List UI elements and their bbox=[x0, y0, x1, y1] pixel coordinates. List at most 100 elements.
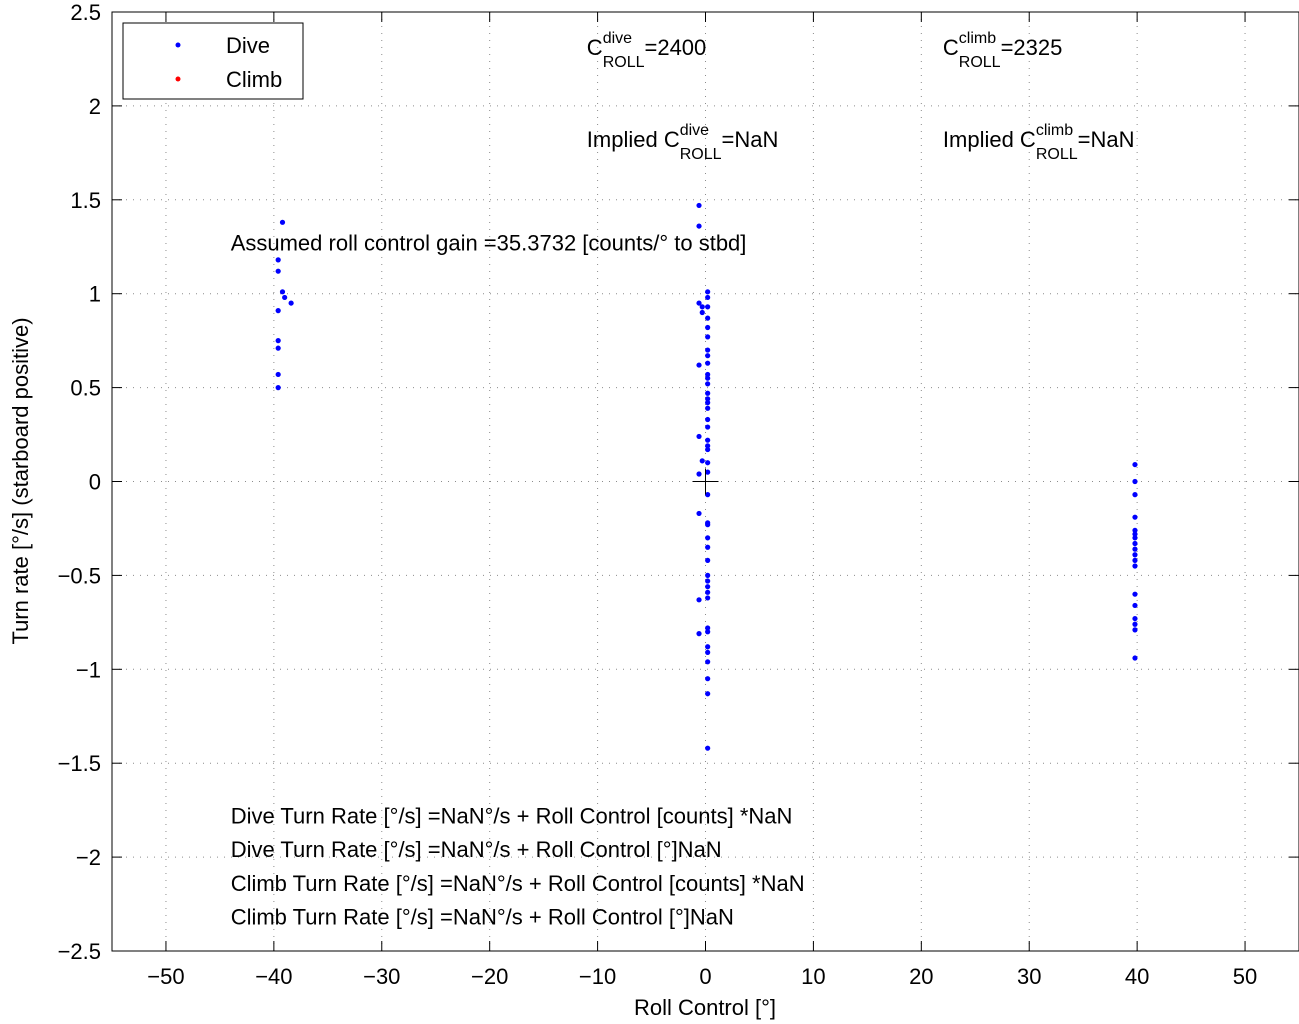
data-point-dive bbox=[705, 400, 711, 406]
data-point-dive bbox=[705, 304, 711, 310]
data-point-dive bbox=[705, 584, 711, 590]
data-point-dive bbox=[1132, 655, 1138, 661]
data-point-dive bbox=[1132, 563, 1138, 569]
implied-climb-value: =NaN bbox=[1078, 127, 1135, 152]
x-tick-labels: −50 −40 −30 −20 −10 0 10 20 30 40 50 bbox=[147, 964, 1257, 989]
data-point-dive bbox=[705, 644, 711, 650]
implied-c-roll-dive-annotation: Implied Cdive ROLL=NaN bbox=[587, 122, 779, 163]
data-point-dive bbox=[1132, 557, 1138, 563]
data-point-dive bbox=[705, 360, 711, 366]
formula-climb-degrees: Climb Turn Rate [°/s] =NaN°/s + Roll Con… bbox=[231, 905, 734, 930]
data-point-dive bbox=[705, 469, 711, 475]
implied-climb-prefix: Implied C bbox=[943, 127, 1036, 152]
data-point-dive bbox=[696, 362, 702, 368]
data-point-dive bbox=[1132, 621, 1138, 627]
data-point-dive bbox=[1132, 492, 1138, 498]
data-point-dive bbox=[705, 390, 711, 396]
formula-dive-degrees: Dive Turn Rate [°/s] =NaN°/s + Roll Cont… bbox=[231, 837, 722, 862]
data-point-dive bbox=[705, 595, 711, 601]
data-point-dive bbox=[1132, 514, 1138, 520]
data-point-dive bbox=[705, 437, 711, 443]
implied-dive-prefix: Implied C bbox=[587, 127, 680, 152]
crosshair-marker bbox=[692, 468, 719, 495]
data-point-dive bbox=[1132, 591, 1138, 597]
data-point-dive bbox=[705, 625, 711, 631]
y-tick-labels: 2.5 2 1.5 1 0.5 0 −0.5 −1 −1.5 −2 −2.5 bbox=[58, 0, 101, 964]
data-point-dive bbox=[705, 492, 711, 498]
data-point-dive bbox=[696, 223, 702, 229]
x-tick-label: −50 bbox=[147, 964, 184, 989]
x-tick-label: −10 bbox=[579, 964, 616, 989]
data-point-dive bbox=[1132, 531, 1138, 537]
data-point-dive bbox=[279, 219, 286, 225]
x-tick-label: 30 bbox=[1017, 964, 1041, 989]
data-point-dive bbox=[705, 629, 711, 635]
implied-dive-value: =NaN bbox=[722, 127, 779, 152]
x-tick-label: −30 bbox=[363, 964, 400, 989]
data-point-dive bbox=[696, 597, 702, 603]
axis-ticks bbox=[112, 11, 1299, 952]
c-roll-climb-sup: climb bbox=[959, 30, 996, 47]
data-point-dive bbox=[275, 338, 281, 344]
data-point-dive bbox=[705, 572, 711, 579]
data-point-dive bbox=[275, 257, 281, 263]
x-tick-label: 0 bbox=[699, 964, 711, 989]
data-point-dive bbox=[699, 309, 705, 316]
y-tick-label: −1.5 bbox=[58, 751, 101, 776]
data-point-dive bbox=[705, 381, 711, 387]
data-point-dive bbox=[705, 405, 711, 411]
data-point-dive bbox=[699, 458, 705, 464]
data-point-dive bbox=[705, 416, 711, 423]
x-tick-label: 10 bbox=[801, 964, 825, 989]
data-point-dive bbox=[696, 510, 702, 517]
implied-dive-sub: ROLL bbox=[680, 146, 722, 163]
data-point-dive bbox=[288, 300, 294, 306]
legend-label-climb: Climb bbox=[226, 67, 282, 92]
data-point-dive bbox=[1132, 535, 1138, 541]
data-point-dive bbox=[1132, 478, 1138, 485]
data-point-dive bbox=[1132, 627, 1138, 633]
c-roll-climb-value: =2325 bbox=[1001, 35, 1063, 60]
data-point-dive bbox=[705, 353, 711, 359]
y-tick-label: 1 bbox=[89, 282, 101, 307]
formula-dive-counts: Dive Turn Rate [°/s] =NaN°/s + Roll Cont… bbox=[231, 803, 793, 828]
data-point-dive bbox=[705, 460, 711, 466]
data-point-dive bbox=[1132, 461, 1138, 468]
data-point-dive bbox=[705, 396, 711, 402]
data-point-dive bbox=[1132, 602, 1138, 609]
data-point-dive bbox=[1132, 615, 1138, 622]
data-point-dive bbox=[1132, 540, 1138, 547]
data-point-dive bbox=[1132, 527, 1138, 533]
data-point-dive bbox=[705, 544, 711, 550]
data-point-dive bbox=[705, 446, 711, 453]
data-point-dive bbox=[705, 522, 711, 528]
c-roll-dive-sub: ROLL bbox=[603, 54, 645, 71]
data-point-dive bbox=[705, 334, 711, 340]
data-point-dive bbox=[705, 691, 711, 697]
y-tick-label: −2.5 bbox=[58, 939, 101, 964]
data-point-dive bbox=[705, 745, 711, 751]
data-point-dive bbox=[275, 371, 281, 378]
y-tick-label: 1.5 bbox=[70, 188, 101, 213]
annotations: Cdive ROLL=2400 Cclimb ROLL=2325 Implied C… bbox=[231, 30, 1135, 930]
legend-label-dive: Dive bbox=[226, 33, 270, 58]
legend: Dive Climb bbox=[122, 22, 304, 100]
c-roll-climb-annotation: Cclimb ROLL=2325 bbox=[943, 30, 1062, 71]
data-point-dive bbox=[705, 324, 711, 331]
data-point-dive bbox=[275, 308, 281, 314]
data-points bbox=[275, 202, 1138, 751]
data-point-dive bbox=[705, 289, 711, 295]
data-point-dive bbox=[699, 304, 705, 310]
data-point-dive bbox=[705, 371, 711, 378]
data-point-dive bbox=[705, 443, 711, 449]
data-point-dive bbox=[696, 471, 702, 477]
x-axis-label: Roll Control [°] bbox=[634, 995, 776, 1020]
x-tick-label: 50 bbox=[1233, 964, 1257, 989]
data-point-dive bbox=[705, 649, 711, 655]
x-tick-label: −40 bbox=[255, 964, 292, 989]
c-roll-dive-value: =2400 bbox=[644, 35, 706, 60]
data-point-dive bbox=[705, 659, 711, 665]
implied-dive-sup: dive bbox=[680, 122, 709, 139]
y-tick-label: 2 bbox=[89, 94, 101, 119]
